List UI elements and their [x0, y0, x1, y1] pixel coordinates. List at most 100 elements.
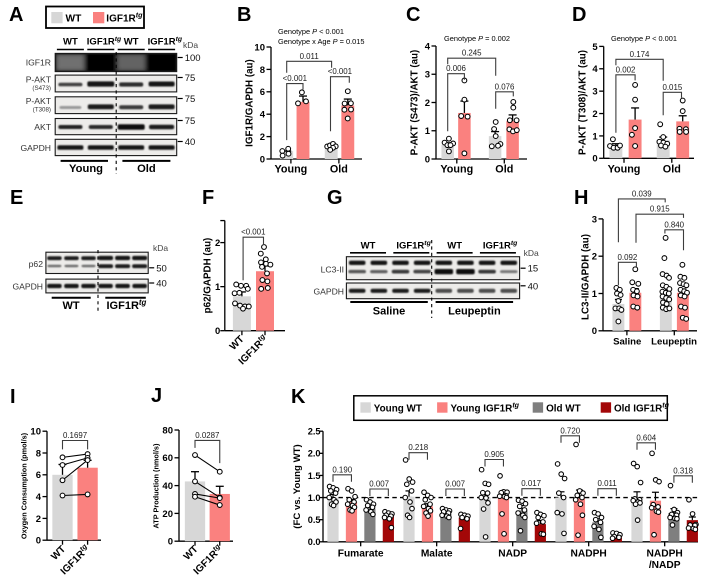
svg-text:Old: Old — [137, 163, 156, 175]
svg-text:2: 2 — [425, 98, 430, 109]
svg-text:1: 1 — [592, 131, 598, 142]
svg-text:Young: Young — [440, 164, 473, 176]
svg-text:0.245: 0.245 — [462, 49, 482, 58]
svg-text:Old IGF1Rtg: Old IGF1Rtg — [614, 402, 670, 415]
svg-text:Saline: Saline — [613, 337, 641, 348]
svg-text:Malate: Malate — [421, 549, 453, 560]
svg-text:100: 100 — [185, 53, 201, 64]
svg-text:A: A — [9, 4, 23, 26]
svg-text:2.5: 2.5 — [308, 427, 321, 437]
svg-text:Young: Young — [275, 164, 308, 176]
svg-text:2: 2 — [36, 514, 41, 525]
svg-text:0.1697: 0.1697 — [63, 431, 87, 440]
svg-text:6: 6 — [260, 87, 265, 98]
svg-text:H: H — [574, 187, 588, 209]
svg-text:J: J — [151, 385, 162, 407]
svg-text:Young: Young — [69, 163, 103, 175]
svg-text:Old: Old — [495, 164, 513, 176]
svg-text:(T308): (T308) — [33, 107, 51, 114]
svg-text:80: 80 — [162, 425, 173, 436]
svg-text:0.006: 0.006 — [446, 64, 466, 73]
svg-text:WT: WT — [66, 13, 83, 24]
svg-text:2: 2 — [592, 109, 597, 120]
svg-text:1.0: 1.0 — [308, 493, 321, 503]
svg-text:0.007: 0.007 — [369, 480, 389, 489]
svg-text:0.011: 0.011 — [300, 52, 319, 61]
svg-text:P-AKT (T308)/AKT (au): P-AKT (T308)/AKT (au) — [578, 50, 589, 155]
svg-text:kDa: kDa — [524, 248, 539, 258]
svg-text:kDa: kDa — [183, 40, 198, 50]
svg-text:IGF1Rtg: IGF1Rtg — [483, 240, 518, 252]
svg-text:<0.001: <0.001 — [283, 74, 307, 83]
svg-text:0.017: 0.017 — [521, 479, 541, 488]
svg-text:60: 60 — [162, 453, 173, 464]
svg-text:15: 15 — [528, 264, 539, 275]
svg-text:p62: p62 — [29, 259, 44, 269]
svg-text:(FC vs. Young WT): (FC vs. Young WT) — [292, 444, 303, 528]
svg-text:C: C — [406, 4, 420, 26]
svg-text:E: E — [10, 187, 23, 209]
svg-text:p62/GAPDH (au): p62/GAPDH (au) — [203, 238, 214, 314]
svg-text:0.076: 0.076 — [495, 82, 515, 91]
svg-text:IGF1Rtg: IGF1Rtg — [396, 240, 431, 252]
svg-text:LC3-II: LC3-II — [321, 265, 344, 275]
svg-text:WT: WT — [63, 37, 78, 48]
svg-text:4: 4 — [425, 41, 431, 52]
svg-text:0.002: 0.002 — [616, 65, 636, 74]
svg-text:0: 0 — [260, 154, 265, 165]
svg-text:IGF1Rtg: IGF1Rtg — [107, 298, 147, 312]
svg-text:kDa: kDa — [153, 243, 168, 253]
svg-text:0.011: 0.011 — [598, 479, 617, 488]
svg-text:1: 1 — [215, 282, 221, 293]
svg-text:2: 2 — [260, 132, 265, 143]
svg-text:20: 20 — [162, 509, 173, 520]
svg-text:2: 2 — [592, 252, 597, 263]
svg-text:0.218: 0.218 — [408, 443, 428, 452]
svg-text:Genotype P < 0.001: Genotype P < 0.001 — [278, 27, 344, 36]
svg-text:/NADP: /NADP — [649, 560, 681, 571]
svg-text:NADP: NADP — [498, 549, 527, 560]
svg-text:IGF1R: IGF1R — [26, 58, 51, 68]
svg-text:GAPDH: GAPDH — [12, 281, 43, 291]
svg-text:3: 3 — [425, 70, 430, 81]
svg-text:0.039: 0.039 — [632, 189, 652, 198]
svg-text:10: 10 — [30, 427, 41, 438]
svg-text:WT: WT — [62, 300, 79, 312]
svg-text:Old: Old — [330, 164, 348, 176]
svg-text:0: 0 — [592, 154, 597, 165]
svg-text:Leupeptin: Leupeptin — [448, 306, 501, 318]
svg-text:AKT: AKT — [34, 122, 51, 132]
svg-text:0.905: 0.905 — [484, 450, 504, 459]
svg-text:0.5: 0.5 — [308, 515, 321, 525]
svg-text:0: 0 — [168, 537, 173, 548]
svg-text:Young IGF1Rtg: Young IGF1Rtg — [451, 402, 520, 415]
svg-text:IGF1Rtg: IGF1Rtg — [148, 36, 183, 48]
svg-text:0: 0 — [425, 154, 430, 165]
svg-text:0.190: 0.190 — [332, 465, 352, 474]
svg-text:0: 0 — [215, 326, 220, 337]
svg-text:4: 4 — [592, 64, 598, 75]
svg-text:0: 0 — [36, 536, 41, 547]
svg-text:4: 4 — [260, 110, 266, 121]
svg-text:0.174: 0.174 — [630, 50, 650, 59]
svg-text:40: 40 — [156, 279, 167, 290]
svg-text:Genotype P < 0.001: Genotype P < 0.001 — [611, 34, 677, 43]
svg-text:Saline: Saline — [373, 306, 405, 318]
svg-text:40: 40 — [162, 481, 173, 492]
svg-text:0.318: 0.318 — [673, 466, 693, 475]
svg-text:0.0: 0.0 — [308, 537, 321, 547]
svg-text:3: 3 — [592, 87, 597, 98]
svg-text:ATP Production (nmol/s): ATP Production (nmol/s) — [152, 443, 161, 528]
svg-text:0.0287: 0.0287 — [195, 431, 219, 440]
svg-text:LC3-II/GAPDH (au): LC3-II/GAPDH (au) — [581, 234, 592, 320]
svg-text:0.604: 0.604 — [636, 433, 656, 442]
svg-text:Old: Old — [663, 164, 681, 176]
svg-text:75: 75 — [185, 116, 196, 127]
svg-text:GAPDH: GAPDH — [313, 287, 344, 297]
svg-text:F: F — [202, 187, 214, 209]
svg-text:<0.001: <0.001 — [241, 228, 265, 237]
svg-text:D: D — [572, 4, 586, 26]
svg-text:(S473): (S473) — [32, 85, 51, 92]
svg-text:G: G — [327, 187, 343, 209]
svg-text:Young WT: Young WT — [374, 403, 422, 414]
